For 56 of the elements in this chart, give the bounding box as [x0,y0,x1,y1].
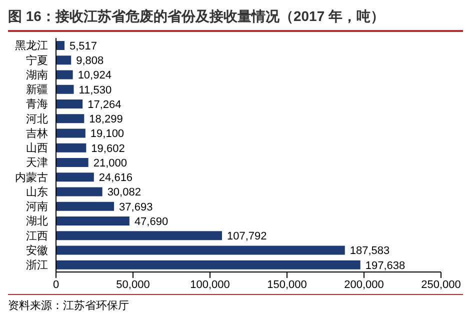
bar [56,231,222,240]
y-tick-label: 江西 [26,230,48,242]
y-tick-label: 天津 [26,156,48,170]
y-tick-label: 内蒙古 [15,170,48,184]
y-tick-label: 青海 [26,98,48,111]
data-label: 17,264 [88,98,122,111]
data-label: 18,299 [89,114,123,126]
data-label: 11,530 [78,84,112,96]
bar [56,172,94,182]
data-label: 107,792 [227,230,267,243]
x-tick-label: 50,000 [116,278,150,291]
data-label: 10,924 [78,70,112,82]
data-label: 19,602 [91,142,125,155]
data-label: 37,693 [119,201,153,214]
bar [56,143,86,152]
text: 资料来源：江苏省环保厅 [8,294,463,313]
y-tick-label: 河南 [26,200,48,214]
data-label: 24,616 [98,172,133,184]
bar [56,56,72,65]
x-tick-label: 250,000 [421,278,461,291]
chart-title: 图 16：接收江苏省危废的省份及接收量情况（2017 年，吨） [8,8,463,32]
y-tick-label: 吉林 [26,126,48,140]
y-tick-label: 黑龙江 [15,39,48,52]
data-label: 30,082 [107,186,141,199]
bar [56,187,102,196]
data-label: 21,000 [93,157,127,170]
bar [56,128,86,138]
x-tick-label: 200,000 [344,278,384,291]
data-label: 5,517 [69,40,98,52]
bar [56,260,360,270]
x-tick-label: 100,000 [190,278,230,291]
bar [56,202,114,211]
bar [56,70,73,80]
bar [56,84,74,94]
y-tick-label: 宁夏 [26,54,48,67]
bar [56,114,84,124]
data-label: 197,638 [365,260,406,272]
bar [56,100,83,108]
y-tick-label: 湖北 [26,214,48,228]
y-tick-label: 山东 [26,185,48,198]
y-tick-label: 湖南 [26,68,48,82]
data-label: 47,690 [134,216,168,228]
bar [56,216,130,226]
data-label: 9,808 [76,55,104,68]
y-tick-label: 山西 [26,142,48,155]
y-tick-label: 浙江 [26,258,48,272]
bar [56,246,345,255]
data-label: 19,100 [90,128,124,140]
bar [56,158,88,167]
x-tick-label: 150,000 [267,278,307,291]
bar [56,41,64,50]
data-label: 187,583 [350,245,390,258]
x-tick-label: 0 [52,278,60,291]
y-tick-label: 安徽 [26,244,48,257]
y-tick-label: 河北 [26,112,48,126]
y-tick-label: 新疆 [26,83,48,96]
